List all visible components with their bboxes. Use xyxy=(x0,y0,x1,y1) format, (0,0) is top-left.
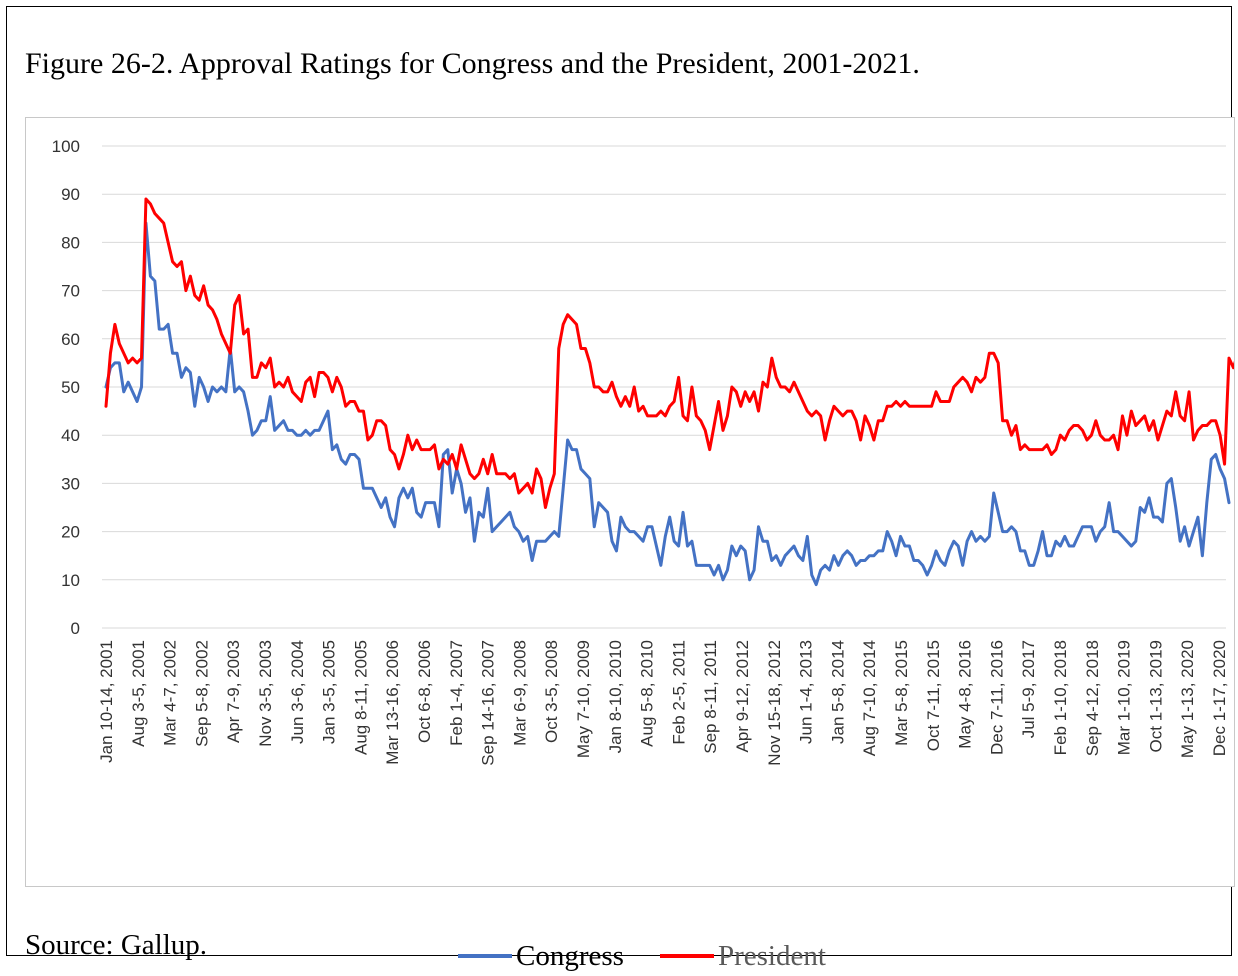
x-tick-label: Aug 7-10, 2014 xyxy=(860,640,879,756)
x-tick-label: May 1-13, 2020 xyxy=(1178,640,1197,758)
x-tick-label: Jun 3-6, 2004 xyxy=(288,640,307,744)
x-tick-label: Jul 5-9, 2017 xyxy=(1019,640,1038,738)
y-tick-label: 80 xyxy=(61,233,80,252)
x-tick-label: Sep 8-11, 2011 xyxy=(701,640,720,754)
x-tick-label: Aug 5-8, 2010 xyxy=(638,640,657,747)
x-tick-label: Feb 1-4, 2007 xyxy=(447,640,466,746)
series-lines xyxy=(104,197,1234,587)
x-tick-label: Mar 4-7, 2002 xyxy=(161,640,180,746)
x-tick-label: Feb 1-10, 2018 xyxy=(1051,640,1070,755)
x-tick-label: Sep 14-16, 2007 xyxy=(479,640,498,766)
x-tick-label: Mar 5-8, 2015 xyxy=(892,640,911,746)
legend-label-congress: Congress xyxy=(516,939,624,972)
figure-frame: Figure 26-2. Approval Ratings for Congre… xyxy=(6,6,1235,972)
x-tick-label: Mar 13-16, 2006 xyxy=(383,640,402,765)
x-tick-label: Oct 6-8, 2006 xyxy=(415,640,434,743)
gridlines xyxy=(102,145,1226,629)
x-tick-label: Sep 4-12, 2018 xyxy=(1083,640,1102,756)
x-tick-label: Oct 1-13, 2019 xyxy=(1146,640,1165,752)
x-tick-label: Apr 7-9, 2003 xyxy=(224,640,243,743)
y-axis-ticks: 0 10 20 30 40 50 60 70 80 90 100 xyxy=(52,137,80,638)
legend-swatch-congress xyxy=(458,954,512,958)
series-line-president xyxy=(104,197,1234,509)
x-axis-ticks: Jan 10-14, 2001 Aug 3-5, 2001 Mar 4-7, 200… xyxy=(97,640,1229,766)
x-tick-label: Mar 6-9, 2008 xyxy=(510,640,529,746)
y-tick-label: 70 xyxy=(61,282,80,301)
y-tick-label: 60 xyxy=(61,330,80,349)
line-chart: 0 10 20 30 40 50 60 70 80 90 100 Jan 10-14, 2001 Au… xyxy=(52,137,1234,766)
x-tick-label: Jan 8-10, 2010 xyxy=(606,640,625,753)
y-tick-label: 0 xyxy=(71,619,80,638)
x-tick-label: Aug 3-5, 2001 xyxy=(129,640,148,747)
chart-area: 0 10 20 30 40 50 60 70 80 90 100 Jan 10-14, 2001 Au… xyxy=(25,117,1235,972)
x-tick-label: Nov 3-5, 2003 xyxy=(256,640,275,747)
x-tick-label: Jun 1-4, 2013 xyxy=(797,640,816,744)
x-tick-label: Nov 15-18, 2012 xyxy=(765,640,784,766)
x-tick-label: Jan 3-5, 2005 xyxy=(320,640,339,744)
legend-swatch-president xyxy=(659,954,714,958)
x-tick-label: Dec 7-11, 2016 xyxy=(987,640,1006,755)
x-tick-label: Jan 5-8, 2014 xyxy=(828,640,847,744)
x-tick-label: Feb 2-5, 2011 xyxy=(669,640,688,745)
x-tick-label: May 4-8, 2016 xyxy=(956,640,975,749)
x-tick-label: Sep 5-8, 2002 xyxy=(192,640,211,747)
series-line-congress xyxy=(104,221,1231,587)
figure-title: Figure 26-2. Approval Ratings for Congre… xyxy=(25,47,920,80)
x-tick-label: Oct 7-11, 2015 xyxy=(924,640,943,751)
x-tick-label: Jan 10-14, 2001 xyxy=(97,640,116,763)
y-tick-label: 20 xyxy=(61,523,80,542)
x-tick-label: Oct 3-5, 2008 xyxy=(542,640,561,743)
x-tick-label: Dec 1-17, 2020 xyxy=(1210,640,1229,756)
x-tick-label: May 7-10, 2009 xyxy=(574,640,593,758)
legend-item-president: President xyxy=(659,939,826,973)
x-tick-label: Mar 1-10, 2019 xyxy=(1115,640,1134,755)
y-tick-label: 10 xyxy=(61,571,80,590)
chart-legend: Congress President xyxy=(458,936,862,976)
y-tick-label: 90 xyxy=(61,185,80,204)
y-tick-label: 30 xyxy=(61,474,80,493)
y-tick-label: 50 xyxy=(61,378,80,397)
legend-item-congress: Congress xyxy=(458,940,624,973)
x-tick-label: Apr 9-12, 2012 xyxy=(733,640,752,752)
y-tick-label: 40 xyxy=(61,426,80,445)
legend-label-president: President xyxy=(717,939,826,972)
source-note: Source: Gallup. xyxy=(25,929,208,961)
y-tick-label: 100 xyxy=(52,137,80,156)
x-tick-label: Aug 8-11, 2005 xyxy=(351,640,370,755)
